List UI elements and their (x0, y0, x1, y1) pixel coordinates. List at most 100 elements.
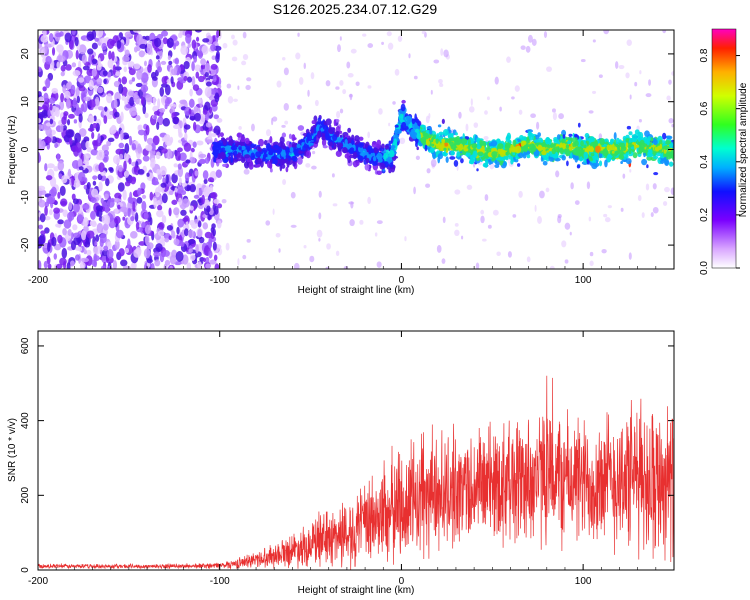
spectrogram-cell (561, 129, 567, 137)
spectrogram-cell (295, 52, 301, 60)
spectrogram-cell (212, 75, 217, 83)
spectrogram-cell (38, 106, 43, 111)
spectrogram-cell (666, 135, 673, 140)
spectrogram-cell (430, 159, 437, 168)
spectrogram-cell (137, 187, 142, 196)
spectrogram-cell (274, 145, 280, 150)
spectrogram-cell (188, 108, 192, 115)
spectrogram-cell (629, 94, 632, 100)
spectrogram-cell (98, 181, 103, 192)
spectrogram-cell (104, 193, 109, 200)
spectrogram-cell (81, 54, 87, 64)
spectrogram-cell (113, 154, 121, 165)
spectrogram-cell (425, 183, 431, 188)
spectrogram-cell (251, 123, 255, 132)
spectrogram-cell (400, 103, 406, 112)
spectrogram-cell (441, 258, 446, 264)
spectrogram-cell (650, 212, 654, 218)
spectrogram-cell (421, 128, 426, 132)
spectrogram-cell (185, 33, 192, 44)
spectrogram-cell (347, 72, 354, 78)
spectrogram-cell (358, 142, 364, 148)
spectrogram-cell (51, 236, 57, 247)
spectrogram-cell (269, 136, 273, 144)
spectrogram-cell (354, 135, 360, 142)
spectrogram-cell (367, 43, 374, 48)
spectrogram-cell (151, 142, 156, 152)
spectrogram-cell (292, 160, 296, 167)
spectrogram-cell (362, 33, 367, 37)
spectrogram-cell (499, 159, 503, 166)
spectrogram-cell (189, 98, 195, 108)
spectrogram-cell (185, 159, 191, 164)
spectrogram-cell (213, 125, 221, 136)
spectrogram-cell (413, 186, 416, 195)
spectrogram-cell (85, 140, 90, 149)
spectrogram-cell (625, 141, 629, 148)
spectrogram-cell (92, 180, 97, 186)
spectrogram-cell (646, 164, 649, 169)
spectrogram-cell (335, 150, 342, 158)
snr-x-tick-label: 100 (575, 576, 592, 587)
spectrogram-cell (257, 138, 265, 147)
spectrogram-cell (205, 81, 212, 87)
spectrogram-cell (395, 128, 401, 135)
spectrogram-cell (178, 177, 182, 186)
spectrogram-cell (76, 95, 81, 104)
spectrogram-cell (51, 87, 59, 94)
spectrogram-cell (601, 249, 607, 254)
spectrogram-cell (374, 232, 378, 237)
spectrogram-y-tick-label: -20 (20, 237, 31, 252)
spectrogram-cell (184, 172, 190, 182)
spectrogram-cell (311, 150, 316, 155)
spectrogram-cell (505, 144, 509, 148)
spectrogram-cell (144, 112, 149, 119)
spectrogram-cell (632, 134, 638, 142)
spectrogram-cell (48, 33, 54, 43)
spectrogram-cell (211, 132, 217, 138)
spectrogram-cell (309, 255, 315, 263)
spectrogram-cell (114, 216, 121, 225)
snr-series-line (38, 375, 674, 570)
spectrogram-cell (233, 150, 238, 157)
spectrogram-cell (62, 84, 67, 94)
spectrogram-cell (38, 224, 44, 230)
spectrogram-cell (111, 51, 115, 62)
spectrogram-cell (671, 123, 674, 128)
spectrogram-cell (671, 71, 674, 76)
spectrogram-cell (443, 147, 447, 151)
spectrogram-cell (365, 157, 370, 164)
spectrogram-cell (123, 134, 130, 140)
spectrogram-cell (183, 60, 190, 70)
spectrogram-cell (392, 134, 400, 139)
spectrogram-cell (101, 42, 107, 51)
spectrogram-cell (171, 230, 176, 239)
spectrogram-cell (161, 147, 168, 154)
spectrogram-cell (466, 184, 473, 190)
spectrogram-cell (152, 135, 160, 146)
spectrogram-cell (95, 234, 100, 242)
spectrogram-cell (413, 75, 418, 80)
spectrogram-cell (564, 259, 569, 264)
spectrogram-cell (572, 132, 575, 139)
spectrogram-cell (244, 154, 251, 159)
spectrogram-cell (537, 132, 541, 137)
spectrogram-cell (117, 204, 121, 210)
spectrogram-cell (78, 113, 83, 123)
spectrogram-cell (376, 139, 382, 147)
spectrogram-cell (586, 181, 591, 190)
spectrogram-cell (618, 154, 625, 160)
spectrogram-cell (130, 231, 138, 239)
spectrogram-cell (64, 32, 72, 43)
spectrogram-cell (358, 155, 364, 162)
spectrogram-cell (161, 30, 169, 37)
spectrogram-cell (242, 31, 247, 39)
spectrogram-cell (583, 144, 587, 149)
spectrogram-cell (215, 169, 222, 178)
spectrogram-cell (285, 154, 290, 159)
spectrogram-cell (113, 98, 118, 109)
spectrogram-cell (38, 96, 45, 106)
spectrogram-cell (281, 57, 286, 61)
spectrogram-cell (272, 158, 278, 165)
